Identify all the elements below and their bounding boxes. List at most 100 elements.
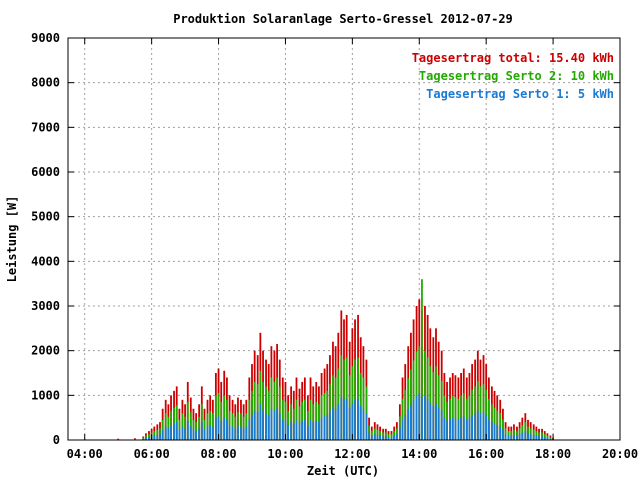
bar-serto-1 [318,422,320,440]
x-axis-label: Zeit (UTC) [307,464,379,478]
bar-serto-1 [234,428,237,440]
y-tick-label: 4000 [31,254,60,268]
bar-serto-1 [487,419,490,440]
y-tick-label: 0 [53,433,60,447]
bar-serto-1 [301,420,304,440]
bar-serto-1 [543,437,546,440]
bar-serto-1 [496,425,499,440]
bar-serto-1 [145,437,147,440]
bar-serto-2 [421,279,423,440]
bar-serto-2 [198,416,201,440]
bar-serto-2 [424,350,426,440]
bar-serto-1 [354,399,356,440]
bar-serto-2 [320,395,323,440]
bar-serto-1 [281,419,284,440]
bar-serto-2 [485,389,488,440]
bar-serto-1 [184,428,186,440]
bar-serto-1 [256,411,259,440]
bar-serto-1 [549,438,552,440]
bar-serto-1 [173,423,175,440]
bar-serto-2 [234,416,237,440]
bar-serto-1 [348,407,351,440]
bar-serto-1 [326,414,329,440]
bar-serto-1 [359,406,362,440]
bar-serto-1 [502,429,504,440]
bar-serto-1 [265,413,267,440]
bar-serto-1 [471,414,474,440]
bar-serto-1 [499,426,502,440]
y-tick-label: 9000 [31,31,60,45]
bar-serto-1 [529,434,532,440]
bar-serto-1 [214,417,217,440]
bar-serto-2 [167,416,170,440]
bar-serto-1 [482,411,485,440]
bar-serto-1 [270,408,273,440]
bar-serto-1 [524,431,527,440]
bar-serto-1 [449,419,451,440]
bar-serto-1 [518,434,521,440]
bar-serto-1 [195,431,198,440]
bar-serto-1 [440,410,443,440]
bar-serto-2 [134,438,136,440]
bar-serto-1 [451,417,454,440]
x-tick-label: 14:00 [401,447,437,461]
bar-serto-2 [390,434,393,440]
bar-serto-1 [476,410,479,440]
bar-serto-1 [546,437,549,440]
bar-serto-1 [267,414,270,440]
bar-serto-1 [209,425,212,440]
bar-serto-2 [142,437,145,440]
bar-serto-1 [343,399,345,440]
legend-serto-2: Tagesertrag Serto 2: 10 kWh [419,69,614,83]
y-tick-label: 1000 [31,388,60,402]
bar-serto-1 [253,410,256,440]
bars [117,279,554,440]
y-tick-label: 6000 [31,165,60,179]
bar-serto-1 [368,432,370,440]
bar-serto-1 [223,417,226,440]
bar-serto-1 [192,429,195,440]
bar-serto-1 [460,417,462,440]
bar-serto-1 [295,419,298,440]
bar-serto-1 [370,435,373,440]
bar-serto-1 [237,426,239,440]
bar-serto-1 [415,395,418,440]
bar-serto-1 [217,416,220,440]
bar-serto-2 [546,435,549,440]
bar-serto-1 [248,419,251,440]
bar-serto-1 [398,428,401,440]
chart-title: Produktion Solaranlage Serto-Gressel 201… [173,12,513,26]
x-tick-label: 04:00 [67,447,103,461]
x-tick-label: 16:00 [468,447,504,461]
bar-serto-1 [148,437,150,440]
bar-serto-1 [156,434,159,440]
bar-serto-1 [170,425,172,440]
bar-serto-1 [493,423,496,440]
bar-serto-1 [541,436,543,440]
bar-serto-1 [510,435,513,440]
bar-serto-1 [142,438,145,440]
bar-serto-1 [393,435,396,440]
bar-serto-1 [320,417,323,440]
bar-serto-1 [457,419,460,440]
bar-serto-1 [421,397,423,440]
bar-serto-1 [178,429,181,440]
bar-serto-1 [211,426,214,440]
bar-serto-1 [401,419,404,440]
bar-serto-1 [340,397,343,440]
bar-serto-1 [404,414,407,440]
bar-serto-1 [429,402,432,440]
bar-serto-2 [148,434,150,440]
bar-serto-1 [334,408,337,440]
bar-serto-2 [145,435,147,440]
bar-serto-1 [357,398,359,440]
bar-serto-1 [412,400,415,440]
bar-serto-2 [387,434,390,440]
bar-serto-2 [426,357,429,440]
bar-serto-1 [203,429,206,440]
bar-serto-1 [376,434,379,440]
bar-serto-1 [242,428,245,440]
bar-serto-1 [365,413,368,440]
bar-serto-1 [278,413,281,440]
